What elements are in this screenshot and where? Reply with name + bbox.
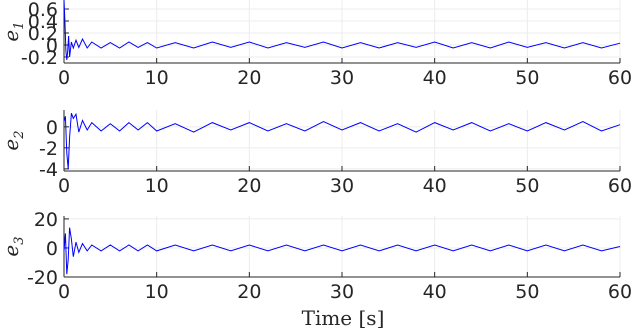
x-tick-label: 60 xyxy=(608,175,631,197)
x-tick-label: 40 xyxy=(423,67,447,89)
x-tick-label: 40 xyxy=(423,175,447,197)
y-tick-label: 0 xyxy=(46,238,58,260)
series-line xyxy=(63,0,621,61)
y-tick-label: 0.2 xyxy=(28,23,58,45)
x-axis-label: Time [s] xyxy=(302,306,385,330)
x-tick-label: 30 xyxy=(330,67,354,89)
y-tick-label: -2 xyxy=(39,138,58,160)
x-tick-label: 50 xyxy=(515,175,539,197)
x-tick-label: 10 xyxy=(145,281,169,303)
y-tick-label: 0 xyxy=(46,117,58,139)
y-tick-label: 0 xyxy=(46,35,58,57)
x-tick-label: 60 xyxy=(608,281,631,303)
y-tick-label: -0.2 xyxy=(21,47,58,69)
x-tick-label: 20 xyxy=(237,67,261,89)
x-tick-label: 20 xyxy=(237,175,261,197)
x-tick-label: 0 xyxy=(58,281,70,303)
y-tick-label: 0.4 xyxy=(28,11,58,33)
y-tick-label: 20 xyxy=(34,209,58,231)
x-tick-label: 0 xyxy=(58,67,70,89)
series-line xyxy=(63,112,621,169)
x-tick-label: 0 xyxy=(58,175,70,197)
x-tick-label: 10 xyxy=(145,67,169,89)
series-line xyxy=(63,227,621,275)
x-tick-label: 20 xyxy=(237,281,261,303)
x-tick-label: 10 xyxy=(145,175,169,197)
y-tick-label: 0.6 xyxy=(28,0,58,21)
x-tick-label: 60 xyxy=(608,67,631,89)
x-tick-label: 50 xyxy=(515,67,539,89)
y-tick-label: -20 xyxy=(27,267,58,289)
y-tick-label: -4 xyxy=(39,159,58,181)
y-axis-label: e1 xyxy=(0,21,27,41)
x-tick-label: 50 xyxy=(515,281,539,303)
x-tick-label: 40 xyxy=(423,281,447,303)
x-tick-label: 30 xyxy=(330,175,354,197)
y-axis-label: e2 xyxy=(0,130,27,150)
y-axis-label: e3 xyxy=(0,236,27,256)
x-tick-label: 30 xyxy=(330,281,354,303)
